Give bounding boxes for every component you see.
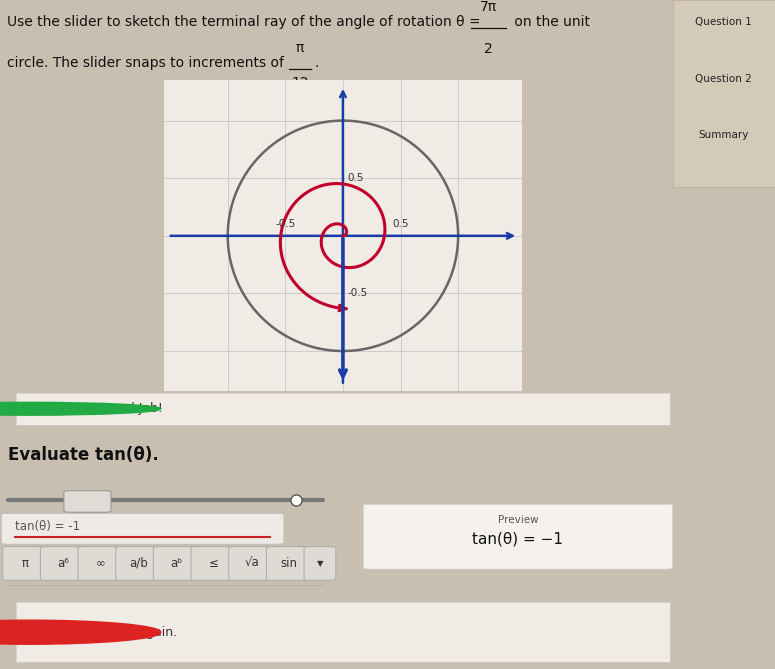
Text: Use the slider to sketch the terminal ray of the angle of rotation θ =: Use the slider to sketch the terminal ra… [7,15,484,29]
FancyBboxPatch shape [2,513,284,544]
Text: π: π [22,557,29,570]
Circle shape [0,402,161,415]
Text: Evaluate tan(θ).: Evaluate tan(θ). [8,446,159,464]
Text: Summary: Summary [699,130,749,140]
FancyBboxPatch shape [64,490,111,512]
FancyBboxPatch shape [191,547,237,580]
Text: -0.5: -0.5 [347,288,368,298]
Text: .: . [315,56,319,70]
Text: Question 1: Question 1 [695,17,753,27]
Text: Preview: Preview [498,514,539,524]
Text: Not quite. Try again.: Not quite. Try again. [50,626,177,639]
Text: 0.5: 0.5 [392,219,408,229]
Text: circle. The slider snaps to increments of: circle. The slider snaps to increments o… [7,56,288,70]
Text: 7π: 7π [480,0,497,13]
Text: π: π [296,41,305,55]
Text: ▼: ▼ [317,559,323,568]
FancyBboxPatch shape [2,547,48,580]
FancyBboxPatch shape [267,547,312,580]
Text: a⁶: a⁶ [57,557,69,570]
Text: on the unit: on the unit [510,15,590,29]
FancyBboxPatch shape [115,547,161,580]
FancyBboxPatch shape [153,547,199,580]
FancyBboxPatch shape [78,547,124,580]
Text: sin: sin [281,557,298,570]
FancyBboxPatch shape [40,547,86,580]
Text: ≤: ≤ [209,557,219,570]
FancyBboxPatch shape [304,547,336,580]
Text: ∞: ∞ [96,557,105,570]
Text: 2: 2 [484,41,493,56]
FancyBboxPatch shape [363,504,673,569]
Text: Question 2: Question 2 [695,74,753,84]
Text: ●: ● [25,402,36,415]
Text: 12: 12 [291,76,308,90]
FancyBboxPatch shape [229,547,274,580]
Text: tan(θ) = -1: tan(θ) = -1 [15,520,80,533]
Text: tan(θ) = −1: tan(θ) = −1 [473,531,563,547]
Text: Correct. Good Job!: Correct. Good Job! [48,402,163,415]
Text: aᵇ: aᵇ [170,557,182,570]
Text: -0.5: -0.5 [275,219,295,229]
Text: 0.5: 0.5 [347,173,364,183]
Text: √a: √a [244,557,259,570]
Text: ●: ● [25,626,36,639]
Circle shape [0,620,161,644]
Text: a/b: a/b [129,557,148,570]
